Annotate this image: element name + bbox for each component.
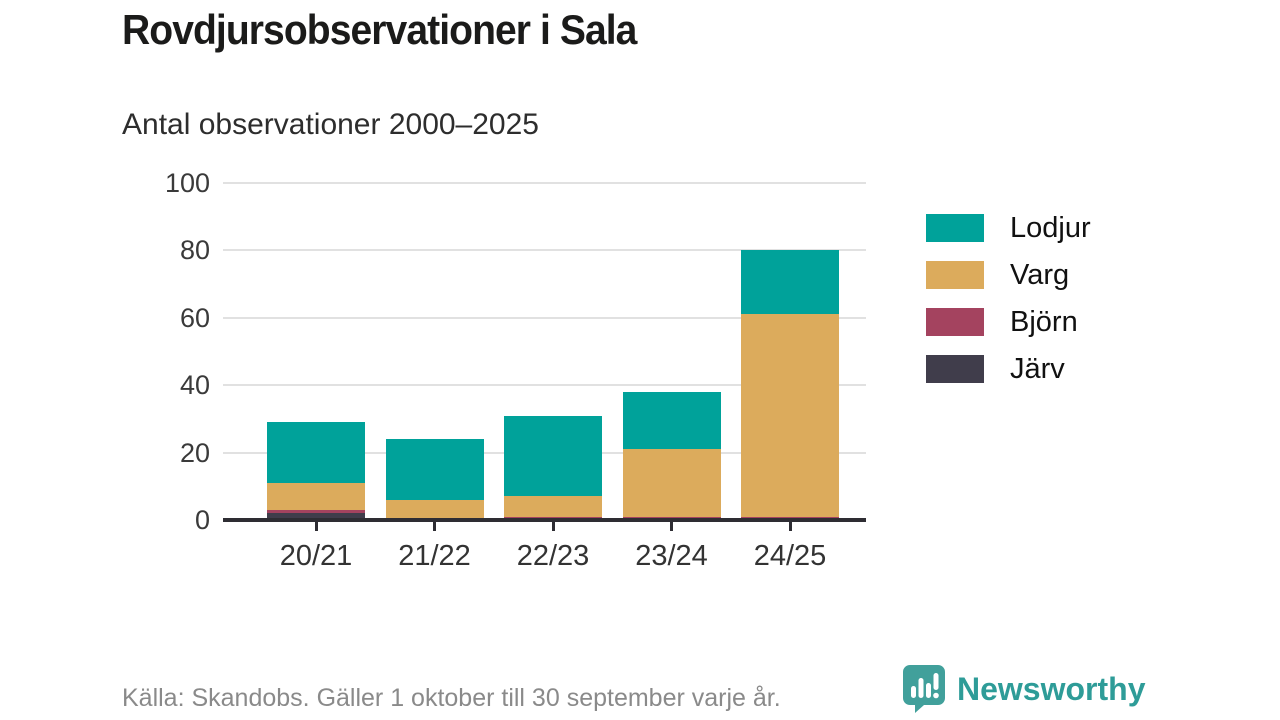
legend-swatch <box>926 261 984 289</box>
bar-21/22-Lodjur <box>385 439 484 500</box>
bar-21/22-Varg <box>385 499 484 520</box>
x-tick-label: 23/24 <box>635 540 708 572</box>
x-tick-label: 24/25 <box>753 540 827 572</box>
legend-swatch <box>926 308 984 336</box>
legend-item-jrv: Järv <box>926 353 1091 385</box>
legend: Lodjur Varg Björn Järv <box>926 212 1091 385</box>
y-tick-label: 80 <box>179 235 210 266</box>
x-tick <box>433 521 436 531</box>
x-tick <box>551 521 555 531</box>
y-tick-label: 100 <box>164 168 210 198</box>
x-tick <box>788 521 792 531</box>
x-tick <box>670 521 673 531</box>
legend-label: Varg <box>1010 259 1070 291</box>
gridline-60 <box>223 316 866 319</box>
bar-20/21-Järv <box>267 513 365 520</box>
gridline-40 <box>223 384 866 387</box>
y-tick-label: 60 <box>179 302 210 333</box>
y-tick-label: 40 <box>179 370 210 401</box>
gridline-80 <box>223 249 866 252</box>
legend-label: Järv <box>1010 353 1065 385</box>
legend-item-varg: Varg <box>926 259 1091 291</box>
newsworthy-logo-icon <box>903 665 945 713</box>
bar-20/21-Björn <box>267 509 365 514</box>
legend-swatch <box>926 214 984 242</box>
y-tick-label: 0 <box>194 505 210 535</box>
bar-20/21-Lodjur <box>267 422 365 483</box>
chart-title: Rovdjursobservationer i Sala <box>122 6 637 53</box>
x-tick-label: 20/21 <box>279 540 353 572</box>
legend-label: Björn <box>1010 306 1078 338</box>
bar-22/23-Lodjur <box>504 415 602 497</box>
source-note: Källa: Skandobs. Gäller 1 oktober till 3… <box>122 684 781 712</box>
legend-item-lodjur: Lodjur <box>926 212 1091 244</box>
bar-23/24-Varg <box>622 449 721 517</box>
legend-swatch <box>926 355 984 383</box>
newsworthy-logo-text: Newsworthy <box>957 670 1146 707</box>
bar-23/24-Lodjur <box>622 391 721 450</box>
bar-20/21-Varg <box>267 482 365 510</box>
x-tick <box>314 521 318 531</box>
x-axis-line <box>223 517 866 522</box>
bar-24/25-Varg <box>741 314 839 517</box>
newsworthy-logo: Newsworthy <box>901 663 1145 713</box>
legend-label: Lodjur <box>1010 212 1091 244</box>
bar-22/23-Varg <box>504 496 602 517</box>
x-tick-label: 21/22 <box>398 540 471 572</box>
x-tick-label: 22/23 <box>516 540 590 572</box>
legend-item-bjrn: Björn <box>926 306 1091 338</box>
bar-24/25-Lodjur <box>741 250 839 315</box>
chart-subtitle: Antal observationer 2000–2025 <box>122 108 539 141</box>
y-tick-label: 20 <box>179 437 210 468</box>
gridline-100 <box>223 182 866 184</box>
